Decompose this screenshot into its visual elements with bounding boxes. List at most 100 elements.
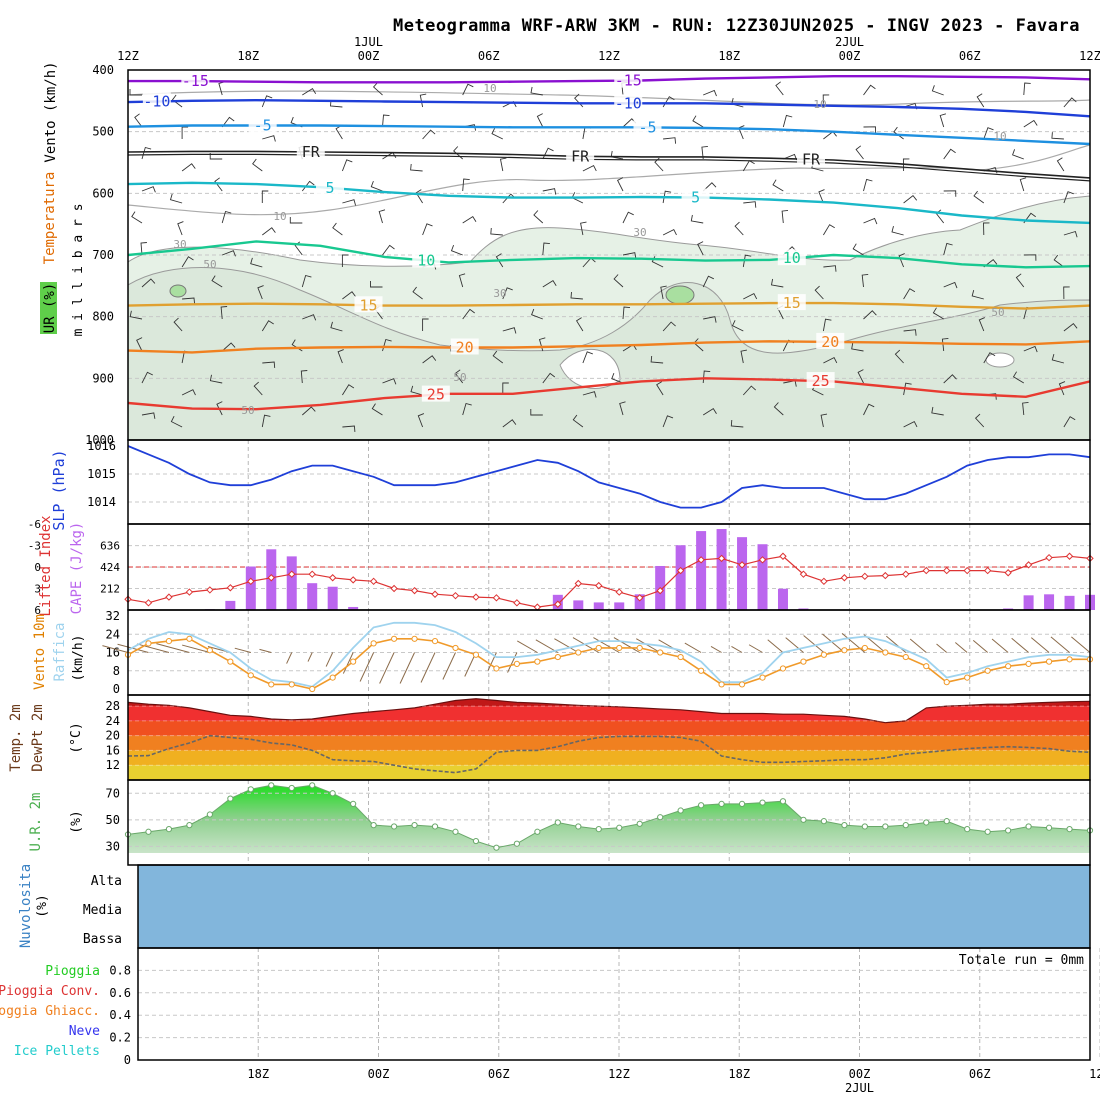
upper-wind-barb [382, 378, 397, 385]
upper-wind-barb [422, 355, 437, 364]
temp-band [128, 765, 1090, 780]
time-label-bottom: 06Z [488, 1067, 510, 1081]
isotherm-label-bg [777, 294, 806, 311]
upper-wind-barb [330, 321, 343, 332]
label-lifted: Lifted Index [38, 515, 54, 616]
lifted-index-point [779, 552, 787, 560]
upper-wind-barb [1019, 177, 1027, 192]
upper-wind-barb [261, 320, 274, 332]
upper-wind-barb [814, 285, 824, 300]
cape-bar [593, 602, 604, 610]
rh-point [247, 786, 254, 793]
rh-contour-label: 10 [483, 82, 496, 95]
slp-tick-label: 1014 [87, 495, 116, 509]
rh-area-70 [665, 285, 695, 305]
upper-wind-barb [462, 308, 475, 320]
cloud-level-label: Bassa [83, 932, 122, 947]
wind-point [1005, 663, 1012, 670]
precip-tick-label: 0.2 [109, 1031, 131, 1045]
rh-tick-label: 50 [106, 813, 120, 827]
wind-direction-arrow [909, 638, 927, 653]
rh-point [554, 819, 561, 826]
cape-panel: 212 424 636 -6 -3 0 3 6 [28, 518, 1095, 617]
upper-wind-barb [419, 93, 427, 108]
upper-wind-barb [822, 318, 832, 332]
rh-point [984, 828, 991, 835]
wind-point [186, 635, 193, 642]
upper-wind-barb [1022, 401, 1029, 416]
upper-wind-barb [931, 406, 944, 416]
time-label-top: 00Z [358, 49, 380, 63]
wind-direction-arrow [259, 648, 272, 653]
label-kmh: (km/h) [71, 635, 86, 682]
rh-point [1045, 824, 1053, 831]
wind-direction-arrow [286, 652, 293, 664]
upper-wind-barb [371, 403, 383, 416]
wind-direction-arrow [636, 638, 661, 653]
panel-frames [127, 69, 1091, 1061]
rh-point [718, 800, 725, 807]
wind-direction-arrow [972, 640, 988, 653]
temp-tick-label: 24 [106, 714, 120, 728]
upper-wind-barb [775, 81, 784, 96]
isotherm-label-bg [777, 249, 806, 266]
upper-wind-barb [495, 253, 504, 268]
upper-wind-barb [613, 274, 624, 288]
precip-legend-label: Pioggia Conv. [0, 984, 100, 999]
isotherm-label-bg [797, 150, 826, 167]
cloud-level-label: Alta [91, 874, 122, 889]
upper-wind-barb [171, 94, 183, 108]
lifted-index-point [902, 570, 910, 578]
upper-wind-barb [1063, 286, 1070, 300]
isotherm-line [128, 153, 1090, 182]
wind-point [616, 644, 623, 652]
isotherm-label: 25 [427, 386, 445, 404]
rh-point [206, 811, 213, 818]
upper-wind-barb [656, 381, 664, 396]
wind-point [554, 653, 561, 661]
time-label-top: 06Z [959, 49, 981, 63]
upper-wind-barb [863, 84, 876, 96]
lifted-index-point [615, 588, 623, 596]
upper-wind-barb [300, 370, 308, 384]
wind-point [595, 644, 602, 652]
wind-point [390, 635, 398, 642]
lifted-tick-label: -3 [28, 540, 41, 553]
rh-point [431, 823, 439, 830]
isotherm-label: FR [302, 143, 321, 161]
wind-direction-arrow [841, 632, 866, 653]
upper-wind-barb [542, 279, 557, 288]
rh-point [227, 795, 234, 802]
upper-wind-barb [458, 273, 466, 288]
upper-wind-barb [662, 415, 674, 428]
rh-area-70 [169, 284, 187, 298]
upper-wind-barb [703, 316, 717, 323]
wind-point [677, 653, 684, 661]
pressure-tick-label: 400 [92, 63, 114, 77]
temp-tick-label: 12 [106, 758, 120, 772]
lifted-index-point [554, 600, 562, 608]
wind-point [800, 658, 807, 665]
isotherm-line [128, 75, 1090, 84]
upper-wind-barb [943, 190, 957, 197]
rh-contour-label: 10 [273, 210, 286, 223]
wind-point [247, 672, 254, 679]
upper-wind-barb [903, 420, 918, 428]
upper-wind-barb [410, 385, 423, 396]
lifted-index-point [206, 586, 214, 594]
time-label-bottom: 18Z [728, 1067, 750, 1081]
lifted-index-point [799, 570, 808, 578]
wind-direction-arrow [936, 643, 948, 653]
isotherm-label: -10 [615, 94, 642, 112]
upper-wind-barb [697, 241, 704, 256]
wind-point [206, 647, 213, 654]
isotherm-line [128, 181, 1090, 225]
upper-wind-barb [182, 297, 196, 304]
lifted-tick-label: -6 [28, 518, 41, 531]
isotherm-label-bg [614, 71, 643, 88]
precip-panel: 0 0.2 0.4 0.6 0.8 Totale run = 0mm Pioggia Piog… [0, 948, 1100, 1067]
upper-wind-barb [129, 310, 143, 320]
upper-wind-barb [939, 113, 947, 128]
rh-point [657, 814, 664, 821]
wind-point [820, 651, 828, 658]
